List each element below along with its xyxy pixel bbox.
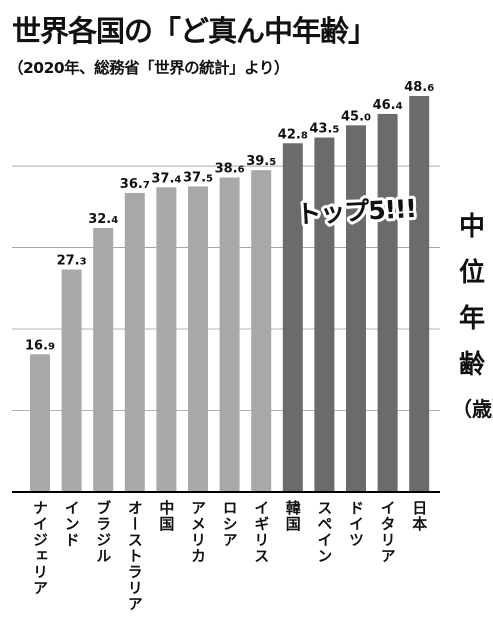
category-label: イタリア (379, 500, 397, 564)
value-label: 36.7 (120, 177, 150, 192)
bar (219, 177, 240, 492)
value-label: 45.0 (341, 109, 371, 124)
category-label: ブラジル (94, 499, 112, 564)
bar (61, 269, 82, 492)
y-axis-label-char: 位 (458, 258, 485, 288)
bar (346, 125, 366, 492)
category-label: ドイツ (347, 500, 365, 548)
category-label: 中国 (157, 499, 175, 532)
category-label: ナイジェリア (31, 500, 49, 596)
category-label: 日本 (410, 500, 428, 532)
category-label: イギリス (252, 500, 270, 564)
bar (188, 186, 208, 492)
y-axis-unit: （歳） (452, 397, 493, 421)
value-label: 37.5 (183, 170, 213, 185)
bar (377, 113, 398, 492)
bar (30, 354, 50, 492)
bar (251, 170, 272, 493)
value-label: 32.4 (88, 212, 118, 227)
y-axis-label-char: 年 (458, 304, 485, 334)
y-axis-label-char: 中 (458, 212, 485, 242)
bar (156, 187, 177, 492)
value-label: 39.5 (246, 154, 276, 169)
top5-callout: トップ5!!! (296, 194, 417, 229)
bar (93, 228, 114, 492)
bar (314, 137, 335, 493)
category-label: インド (63, 500, 81, 548)
bar (124, 192, 145, 493)
bar (282, 143, 303, 492)
category-label: スペイン (315, 500, 333, 564)
category-label: アメリカ (189, 500, 207, 564)
value-label: 48.6 (404, 80, 434, 95)
chart-subtitle: （2020年、総務省「世界の統計」より） (8, 59, 289, 77)
category-label: 韓国 (284, 499, 302, 532)
value-label: 43.5 (309, 122, 339, 137)
y-axis-label-char: 齢 (458, 350, 485, 380)
chart-title: 世界各国の「ど真ん中年齢」 (12, 14, 377, 48)
value-label: 37.4 (151, 171, 181, 186)
category-label: ロシア (221, 500, 239, 548)
value-label: 27.3 (57, 254, 87, 269)
value-label: 42.8 (278, 127, 308, 142)
value-label: 38.6 (215, 161, 245, 176)
bar (409, 96, 430, 492)
y-axis-label: 中 位 年 齢 （歳） (452, 204, 493, 426)
value-label: 46.4 (373, 98, 403, 113)
value-label: 16.9 (25, 338, 55, 353)
category-label: オーストラリア (126, 500, 144, 612)
